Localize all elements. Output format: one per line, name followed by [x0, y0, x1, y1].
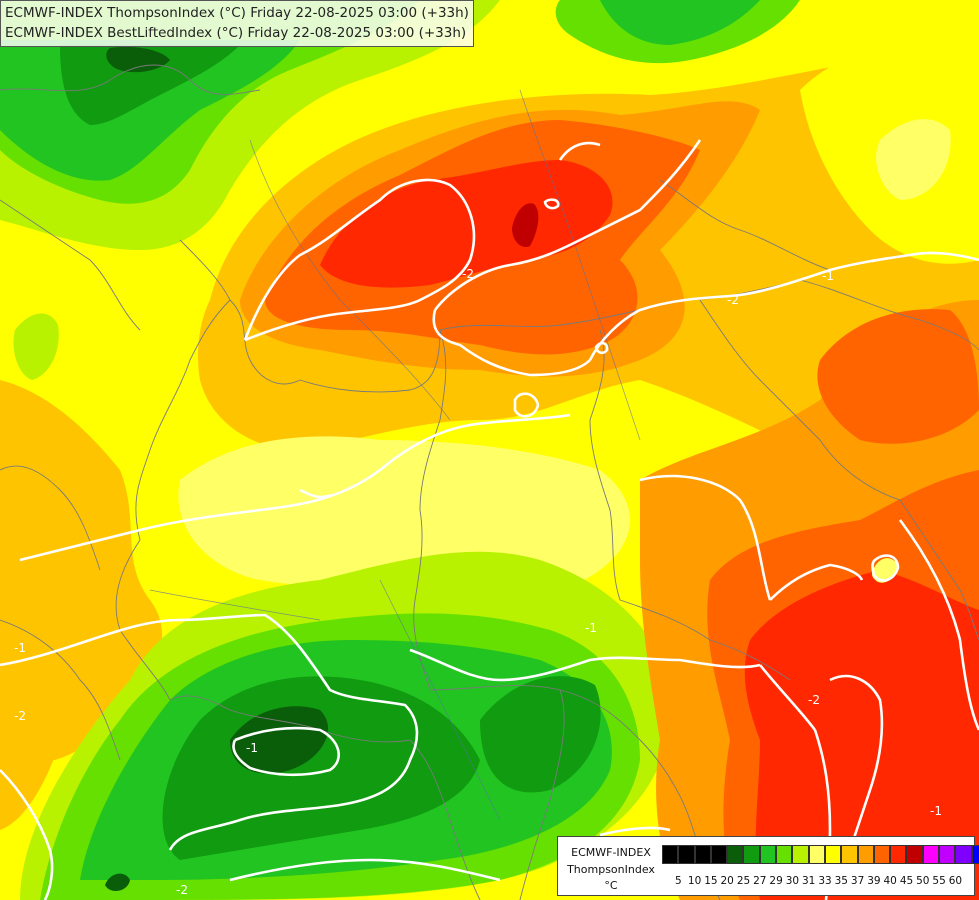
field-lime-west-patch — [13, 313, 59, 380]
legend-ticks: 5 10 15 20 25 27 29 30 31 33 35 37 39 40 45 50 55 60 — [662, 875, 972, 889]
field-dark-green-ne-dot — [105, 873, 130, 892]
field-green-northwest — [60, 45, 240, 125]
legend-swatch — [939, 845, 956, 864]
country-borders — [0, 64, 979, 900]
legend-swatch — [727, 845, 744, 864]
isoline-label: -1 — [822, 269, 834, 283]
legend-tick-label: 31 — [802, 875, 816, 887]
legend-tick-label: 33 — [818, 875, 832, 887]
legend-tick-label: 37 — [850, 875, 865, 887]
legend-swatch — [971, 845, 979, 864]
isoline-label: -1 — [246, 741, 258, 755]
legend-swatch — [662, 845, 679, 864]
isoline-label: -2 — [808, 693, 820, 707]
legend-swatch — [759, 845, 777, 864]
legend-tick-label: 40 — [883, 875, 897, 887]
field-orange-west-2 — [0, 560, 70, 830]
field-dark-red-core — [512, 203, 539, 248]
field-bright-green-northeast — [600, 0, 760, 45]
legend-tick-label: 30 — [785, 875, 800, 887]
legend-tick-label: 15 — [704, 875, 718, 887]
legend-swatch — [857, 845, 874, 864]
legend-tick-label: 39 — [867, 875, 881, 887]
legend-tick-label: 45 — [899, 875, 914, 887]
legend-swatch — [955, 845, 972, 864]
legend-tick-label: 27 — [753, 875, 767, 887]
isoline-label: -1 — [14, 641, 26, 655]
legend-tick-label: 20 — [720, 875, 734, 887]
legend-tick-label: 29 — [769, 875, 783, 887]
isoline-label: -1 — [585, 621, 597, 635]
color-legend: ECMWF-INDEX ThompsonIndex °C 5 10 15 20 25 27… — [557, 836, 979, 896]
map-title-box: ECMWF-INDEX ThompsonIndex (°C) Friday 22… — [0, 0, 474, 47]
legend-swatch — [808, 845, 825, 864]
legend-title: ECMWF-INDEX — [571, 846, 651, 859]
field-red-north — [320, 160, 613, 288]
legend-tick-label: 35 — [834, 875, 848, 887]
legend-tick-label: 10 — [687, 875, 702, 887]
isoline-label: -2 — [727, 293, 739, 307]
legend-tick-label: 5 — [674, 875, 682, 887]
field-green-south-east — [480, 676, 601, 793]
legend-swatch — [906, 845, 923, 864]
legend-swatch — [792, 845, 809, 864]
legend-swatch — [710, 845, 728, 864]
legend-tick-label: 25 — [736, 875, 751, 887]
legend-swatch — [776, 845, 793, 864]
isoline-label: -1 — [930, 804, 942, 818]
best-lifted-index-isolines — [0, 139, 979, 900]
field-dark-green-northwest — [106, 46, 170, 73]
field-dark-green-south — [230, 706, 329, 774]
legend-swatch — [694, 845, 711, 864]
legend-unit: °C — [604, 879, 618, 892]
field-green-south — [162, 676, 480, 860]
legend-tick-label: 60 — [948, 875, 963, 887]
legend-swatches — [662, 845, 979, 864]
legend-swatch — [873, 845, 891, 864]
field-dark-orange-east-upper — [817, 309, 979, 444]
isoline-label: -2 — [462, 267, 474, 281]
legend-swatch — [678, 845, 695, 864]
legend-swatch — [922, 845, 940, 864]
title-best-lifted-index: ECMWF-INDEX BestLiftedIndex (°C) Friday … — [5, 25, 467, 41]
legend-subtitle: ThompsonIndex — [567, 863, 655, 876]
legend-swatch — [841, 845, 858, 864]
isoline-label: -2 — [176, 883, 188, 897]
field-red-east — [744, 570, 979, 900]
legend-swatch — [743, 845, 760, 864]
title-thompson-index: ECMWF-INDEX ThompsonIndex (°C) Friday 22… — [5, 5, 469, 21]
legend-swatch — [824, 845, 842, 864]
isoline-labels: -2 -1 -2 -1 -2 -1 -2 -2 -1 -1 — [14, 267, 942, 897]
rivers — [149, 89, 641, 821]
legend-tick-label: 55 — [932, 875, 946, 887]
legend-tick-label: 50 — [916, 875, 930, 887]
field-pale-yellow-east — [876, 119, 951, 200]
isoline-label: -2 — [14, 709, 26, 723]
legend-swatch — [890, 845, 907, 864]
